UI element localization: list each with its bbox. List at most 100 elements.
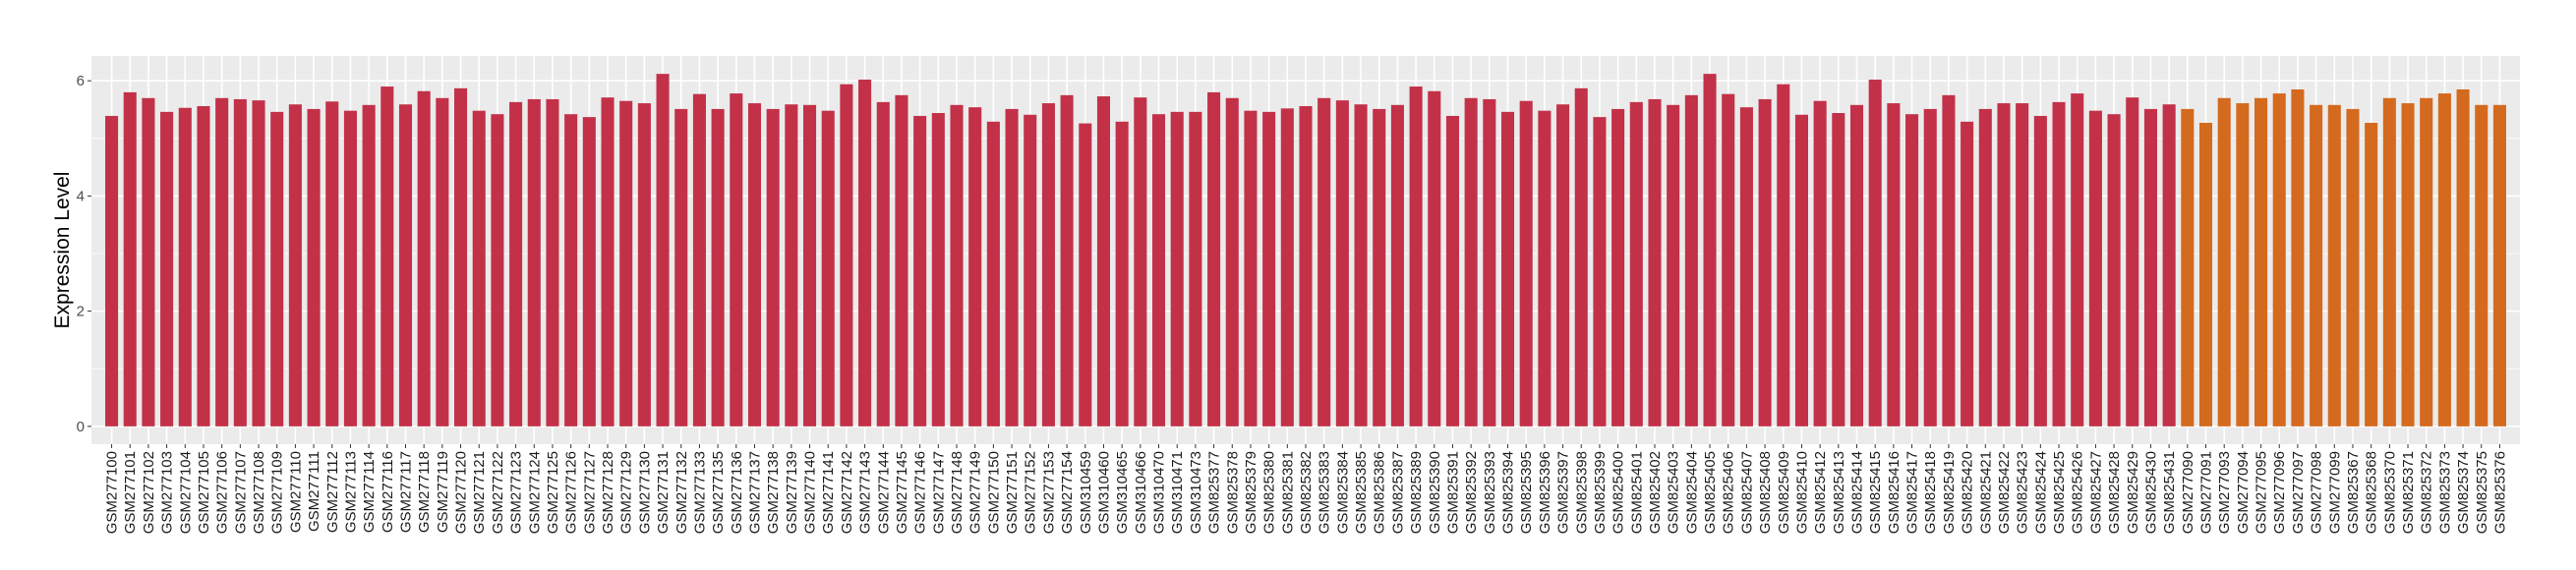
x-tick-label: GSM825417 bbox=[1904, 451, 1921, 534]
x-tick-label: GSM277108 bbox=[251, 451, 267, 534]
x-tick-label: GSM825380 bbox=[1261, 451, 1278, 534]
x-tick-label: GSM825402 bbox=[1647, 451, 1664, 534]
bar-GSM277097 bbox=[2291, 88, 2305, 427]
bar-GSM310473 bbox=[1189, 111, 1202, 427]
x-tick-label: GSM825407 bbox=[1738, 451, 1755, 534]
x-tick-label: GSM277135 bbox=[710, 451, 727, 534]
bar-GSM825391 bbox=[1445, 115, 1460, 427]
x-tick-label: GSM277114 bbox=[361, 451, 378, 533]
x-tick-label: GSM825368 bbox=[2364, 451, 2380, 534]
bar-GSM277137 bbox=[747, 103, 762, 427]
x-tick-label: GSM825384 bbox=[1334, 451, 1351, 534]
bar-GSM277120 bbox=[454, 87, 468, 427]
bar-GSM825403 bbox=[1667, 104, 1680, 427]
bar-GSM825410 bbox=[1794, 114, 1809, 427]
x-tick-label: GSM277123 bbox=[508, 451, 525, 534]
bar-GSM825392 bbox=[1464, 97, 1478, 427]
bar-GSM825367 bbox=[2346, 108, 2360, 427]
x-tick-label: GSM277102 bbox=[141, 451, 157, 534]
x-tick-label: GSM277132 bbox=[673, 451, 690, 534]
x-tick-label: GSM277099 bbox=[2326, 451, 2343, 534]
bar-GSM277128 bbox=[601, 97, 615, 427]
bar-GSM277146 bbox=[913, 115, 927, 427]
x-tick-label: GSM277149 bbox=[967, 451, 984, 534]
x-tick-label: GSM825390 bbox=[1427, 451, 1443, 534]
x-tick-label: GSM825429 bbox=[2125, 451, 2141, 534]
bar-GSM277145 bbox=[895, 94, 908, 427]
x-tick-label: GSM310470 bbox=[1151, 451, 1168, 534]
x-tick-label: GSM825378 bbox=[1224, 451, 1241, 534]
x-tick-label: GSM277110 bbox=[287, 451, 304, 533]
x-tick-label: GSM277137 bbox=[746, 451, 763, 534]
bars bbox=[105, 74, 2506, 427]
bar-GSM825428 bbox=[2107, 114, 2121, 427]
bar-GSM277096 bbox=[2272, 93, 2286, 427]
bar-GSM277131 bbox=[656, 74, 670, 427]
x-tick-label: GSM277139 bbox=[784, 451, 800, 534]
x-tick-label: GSM277138 bbox=[765, 451, 782, 534]
bar-GSM277151 bbox=[1005, 108, 1019, 427]
x-tick-label: GSM825418 bbox=[1922, 451, 1939, 534]
bar-GSM277136 bbox=[730, 93, 743, 427]
x-tick-label: GSM825408 bbox=[1757, 451, 1774, 534]
y-tick-label: 0 bbox=[77, 419, 85, 435]
x-tick-label: GSM825383 bbox=[1317, 451, 1333, 534]
bar-GSM277112 bbox=[325, 101, 339, 427]
bar-GSM825390 bbox=[1428, 90, 1441, 427]
x-tick-label: GSM277117 bbox=[397, 451, 414, 533]
bar-GSM825393 bbox=[1483, 98, 1496, 427]
bar-GSM277143 bbox=[858, 80, 872, 427]
bar-GSM825394 bbox=[1500, 111, 1515, 427]
x-tick-label: GSM277152 bbox=[1023, 451, 1039, 534]
bar-GSM825421 bbox=[1978, 108, 1992, 427]
x-tick-label: GSM825420 bbox=[1960, 451, 1976, 534]
x-tick-label: GSM825419 bbox=[1941, 451, 1958, 534]
y-tick-label: 2 bbox=[77, 304, 85, 320]
bar-GSM825368 bbox=[2365, 122, 2378, 427]
bar-GSM277138 bbox=[766, 108, 780, 427]
x-tick-label: GSM277112 bbox=[324, 451, 341, 533]
bar-GSM825420 bbox=[1961, 121, 1974, 427]
bar-GSM825431 bbox=[2162, 104, 2176, 427]
x-tick-label: GSM825423 bbox=[2015, 451, 2031, 534]
x-tick-label: GSM277136 bbox=[729, 451, 745, 534]
x-tick-label: GSM825396 bbox=[1537, 451, 1553, 534]
bar-GSM825422 bbox=[1997, 103, 2011, 427]
bar-GSM277154 bbox=[1060, 94, 1074, 427]
bar-GSM277139 bbox=[785, 104, 798, 427]
x-tick-label: GSM825387 bbox=[1389, 451, 1406, 534]
x-tick-label: GSM277133 bbox=[691, 451, 708, 534]
x-tick-label: GSM277096 bbox=[2271, 451, 2288, 534]
bar-GSM277094 bbox=[2236, 103, 2250, 427]
bar-GSM277107 bbox=[233, 98, 247, 427]
bar-GSM277108 bbox=[252, 100, 265, 427]
bar-GSM825400 bbox=[1611, 108, 1625, 427]
x-tick-label: GSM310466 bbox=[1133, 451, 1149, 534]
bar-GSM277125 bbox=[546, 98, 559, 427]
x-tick-label: GSM825374 bbox=[2455, 451, 2472, 534]
bar-GSM310460 bbox=[1096, 96, 1111, 427]
bar-GSM277090 bbox=[2181, 108, 2195, 427]
bar-GSM277123 bbox=[509, 101, 523, 427]
bar-GSM277119 bbox=[436, 97, 449, 427]
bar-GSM277114 bbox=[362, 104, 376, 427]
x-tick-label: GSM277101 bbox=[122, 451, 139, 534]
bar-GSM277133 bbox=[692, 93, 706, 427]
x-tick-label: GSM825377 bbox=[1206, 451, 1223, 534]
x-tick-label: GSM825424 bbox=[2032, 451, 2049, 534]
bar-GSM825375 bbox=[2475, 104, 2488, 427]
bar-GSM825412 bbox=[1813, 100, 1827, 427]
bar-GSM277110 bbox=[288, 104, 302, 427]
x-tick-label: GSM277151 bbox=[1004, 451, 1021, 534]
y-tick-label: 6 bbox=[77, 73, 85, 89]
bar-GSM825385 bbox=[1354, 104, 1368, 427]
x-tick-label: GSM825386 bbox=[1372, 451, 1388, 534]
bar-GSM825395 bbox=[1519, 100, 1533, 427]
bar-GSM277117 bbox=[398, 104, 413, 427]
x-tick-label: GSM825393 bbox=[1482, 451, 1498, 534]
x-tick-label: GSM825405 bbox=[1702, 451, 1719, 534]
bar-GSM825408 bbox=[1758, 98, 1772, 427]
x-tick-label: GSM277094 bbox=[2235, 451, 2252, 534]
bar-GSM825389 bbox=[1409, 86, 1423, 427]
x-tick-label: GSM277131 bbox=[655, 451, 672, 534]
